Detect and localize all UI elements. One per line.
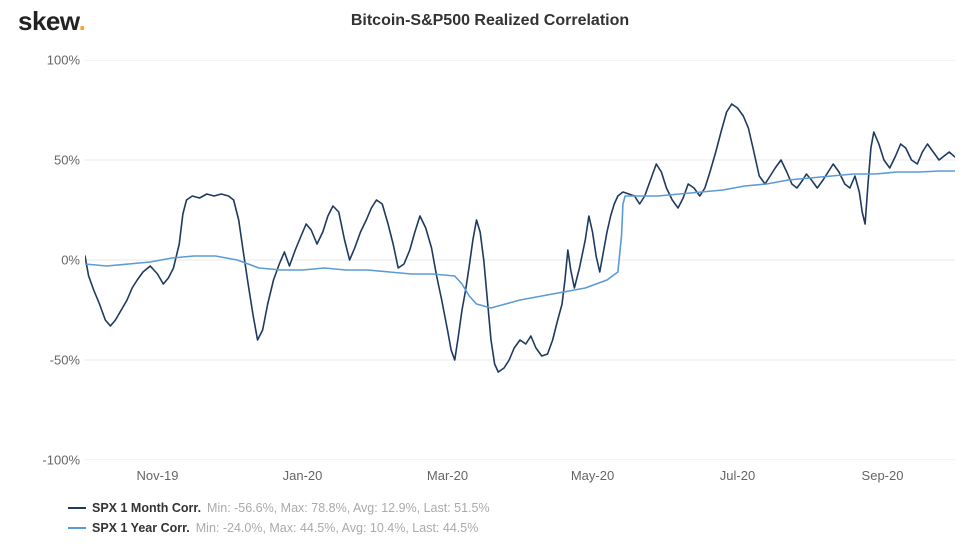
legend-swatch (68, 527, 86, 529)
y-tick-label: 50% (20, 153, 80, 168)
plot-area (85, 60, 955, 460)
x-tick-label: Sep-20 (862, 468, 904, 483)
legend-swatch (68, 507, 86, 509)
y-tick-label: -50% (20, 353, 80, 368)
y-tick-label: 0% (20, 253, 80, 268)
x-tick-label: Jul-20 (720, 468, 755, 483)
legend-series-name: SPX 1 Year Corr. (92, 518, 190, 538)
x-tick-label: Mar-20 (427, 468, 468, 483)
chart-title: Bitcoin-S&P500 Realized Correlation (0, 12, 980, 30)
y-tick-label: -100% (20, 453, 80, 468)
x-tick-label: Nov-19 (137, 468, 179, 483)
chart-series (85, 60, 955, 460)
legend-row-spx_1y: SPX 1 Year Corr. Min: -24.0%, Max: 44.5%… (68, 518, 490, 538)
x-tick-label: Jan-20 (283, 468, 323, 483)
chart-legend: SPX 1 Month Corr. Min: -56.6%, Max: 78.8… (68, 498, 490, 538)
series-spx_1m (85, 104, 955, 372)
legend-row-spx_1m: SPX 1 Month Corr. Min: -56.6%, Max: 78.8… (68, 498, 490, 518)
legend-series-stats: Min: -56.6%, Max: 78.8%, Avg: 12.9%, Las… (207, 498, 490, 518)
legend-series-stats: Min: -24.0%, Max: 44.5%, Avg: 10.4%, Las… (196, 518, 479, 538)
series-spx_1y (85, 171, 955, 308)
x-tick-label: May-20 (571, 468, 614, 483)
y-tick-label: 100% (20, 53, 80, 68)
legend-series-name: SPX 1 Month Corr. (92, 498, 201, 518)
